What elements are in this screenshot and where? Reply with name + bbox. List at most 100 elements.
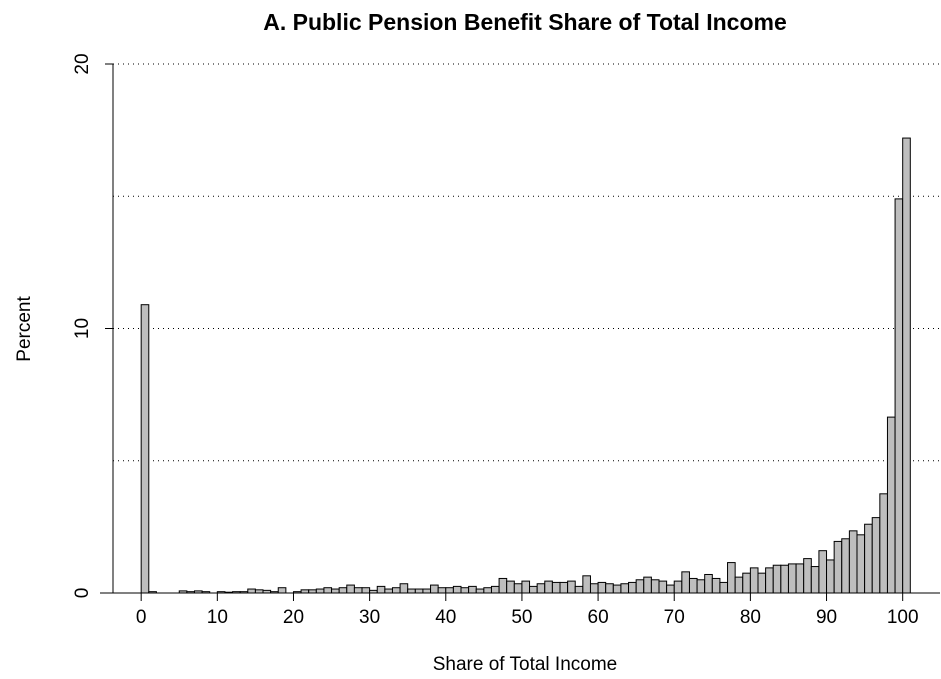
bar	[399, 583, 409, 594]
bar	[376, 585, 386, 594]
x-tick-label: 60	[588, 607, 609, 628]
bar	[315, 588, 325, 594]
bar	[864, 523, 873, 594]
chart-title: A. Public Pension Benefit Share of Total…	[263, 9, 787, 35]
bar	[848, 530, 858, 594]
bar	[688, 577, 698, 594]
bar	[765, 567, 774, 594]
bar	[574, 585, 584, 594]
bar	[673, 580, 683, 594]
y-tick-label: 10	[72, 318, 93, 339]
bar	[513, 583, 523, 594]
bar	[582, 575, 591, 594]
bar	[323, 587, 333, 594]
bar	[826, 559, 835, 594]
bar	[879, 493, 888, 594]
bar	[262, 589, 272, 594]
x-tick-label: 0	[136, 607, 147, 628]
bar	[232, 591, 241, 594]
bar	[841, 538, 850, 594]
bar	[795, 563, 805, 594]
bar	[490, 585, 500, 594]
bar	[711, 577, 721, 594]
bar	[620, 583, 630, 594]
x-tick-label: 30	[359, 607, 380, 628]
bar	[475, 588, 485, 594]
bar	[886, 416, 896, 594]
x-tick-label: 90	[816, 607, 837, 628]
bar	[201, 591, 211, 594]
bar	[529, 585, 538, 594]
bar	[247, 588, 256, 594]
bar	[224, 591, 234, 594]
bar	[292, 591, 302, 594]
bar	[757, 572, 767, 594]
bar	[681, 571, 690, 594]
y-tick-label: 0	[72, 588, 93, 599]
bar	[635, 579, 645, 594]
bar	[270, 591, 279, 594]
bar	[894, 198, 904, 594]
bar	[460, 587, 470, 594]
bar	[803, 558, 812, 594]
bar	[749, 567, 759, 594]
bar	[719, 581, 729, 594]
bar	[902, 137, 911, 594]
bar	[422, 588, 432, 594]
bar	[353, 587, 363, 594]
bar	[559, 581, 569, 594]
bar	[833, 540, 843, 594]
bar	[331, 588, 340, 594]
bar	[772, 564, 782, 594]
bar	[734, 576, 744, 594]
bar	[193, 590, 203, 594]
bar	[818, 550, 828, 594]
x-tick-label: 70	[664, 607, 685, 628]
bar	[696, 579, 706, 594]
bar	[391, 587, 401, 594]
bar	[780, 564, 789, 594]
bar	[338, 587, 348, 594]
bar	[871, 517, 881, 594]
bar	[742, 572, 751, 594]
bar	[178, 590, 188, 594]
bar	[239, 591, 249, 594]
bar	[186, 591, 195, 594]
bar	[658, 580, 668, 594]
bar	[384, 588, 393, 594]
bar	[506, 580, 515, 594]
x-tick-label: 10	[207, 607, 228, 628]
bar	[643, 576, 652, 594]
bar	[612, 584, 622, 594]
bar	[536, 583, 546, 594]
bar	[300, 589, 310, 594]
bar	[628, 581, 637, 594]
bar	[140, 304, 150, 594]
bar	[452, 585, 462, 594]
bar	[666, 584, 675, 594]
bar	[589, 583, 599, 594]
y-axis-label: Percent	[14, 296, 35, 362]
bar	[361, 587, 371, 594]
bar	[407, 588, 416, 594]
bar	[498, 577, 508, 594]
bar	[483, 587, 492, 594]
bar	[551, 581, 561, 594]
x-axis-label: Share of Total Income	[433, 654, 617, 675]
bar	[787, 563, 797, 594]
bar	[430, 584, 439, 594]
bar	[650, 579, 660, 594]
bar	[810, 566, 820, 594]
bar	[216, 591, 226, 594]
bar	[727, 562, 736, 594]
bar	[704, 573, 713, 594]
x-tick-label: 100	[887, 607, 919, 628]
bar	[597, 581, 607, 594]
bar	[437, 587, 447, 594]
bar	[277, 587, 287, 594]
x-tick-label: 50	[511, 607, 532, 628]
bar	[567, 580, 576, 594]
bar	[308, 589, 317, 594]
bar	[445, 587, 454, 594]
